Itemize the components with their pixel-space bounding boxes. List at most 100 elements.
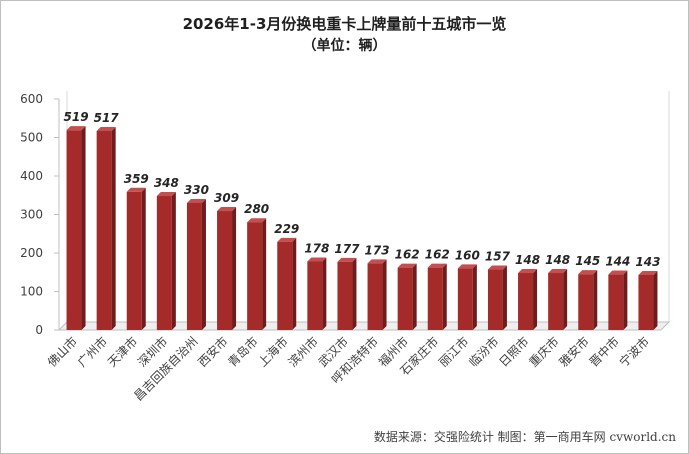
bar-side [171, 192, 176, 330]
bar [518, 273, 534, 330]
bar-group [427, 263, 447, 330]
bar [638, 274, 654, 330]
bar-group [156, 192, 176, 330]
bar [548, 273, 564, 330]
bar-group [217, 207, 237, 330]
y-tick-label: 100 [20, 285, 43, 299]
data-label: 144 [605, 255, 630, 269]
bar-side [653, 270, 658, 330]
data-label: 178 [304, 241, 329, 255]
bar-group [66, 126, 86, 330]
data-label: 148 [545, 253, 570, 267]
bar-side [232, 207, 237, 330]
bar-side [141, 187, 146, 330]
bar-side [593, 270, 598, 330]
bar-top [307, 257, 327, 262]
bar-top [277, 237, 297, 242]
bar-top [247, 218, 267, 223]
bar-top [367, 259, 387, 264]
y-tick-label: 400 [20, 169, 43, 183]
y-tick-label: 600 [20, 92, 43, 106]
data-label: 145 [575, 254, 600, 268]
bar-side [382, 259, 387, 330]
bar-group [186, 198, 206, 330]
bar-group [638, 270, 658, 330]
bar [217, 211, 233, 330]
data-label: 143 [635, 255, 660, 269]
data-label: 519 [64, 110, 89, 124]
data-label: 348 [154, 176, 179, 190]
bar-group [367, 259, 387, 330]
y-tick-label: 0 [35, 323, 43, 337]
bar-side [292, 237, 297, 330]
data-label: 173 [365, 243, 390, 257]
bar-top [638, 270, 658, 275]
data-label: 157 [485, 250, 511, 264]
plot-floor [57, 321, 671, 331]
y-tick-label: 500 [20, 131, 43, 145]
x-tick-label: 滨州市 [285, 334, 321, 370]
bar-top [96, 126, 116, 131]
bar-group [518, 269, 538, 330]
bar-top [457, 264, 477, 269]
data-source-note: 数据来源：交强险统计 制图：第一商用车网 cvworld.cn [373, 430, 676, 444]
bar-group [307, 257, 327, 330]
bar [337, 261, 353, 330]
bar-side [563, 269, 568, 330]
bar-group [487, 265, 507, 330]
x-tick-label: 佛山市 [44, 334, 80, 370]
data-label: 309 [214, 191, 239, 205]
bar-side [201, 198, 206, 330]
data-label: 229 [274, 222, 299, 236]
x-tick-label: 宁波市 [616, 334, 652, 370]
bar [397, 267, 413, 330]
bar-side [322, 257, 327, 330]
bar-group [96, 126, 116, 330]
bar [608, 274, 624, 330]
bar [277, 241, 293, 330]
bar-group [277, 237, 297, 330]
bar-group [457, 264, 477, 330]
x-tick-label: 西安市 [195, 334, 231, 370]
bar-side [412, 263, 417, 330]
x-tick-label: 重庆市 [526, 334, 562, 370]
bar-side [111, 126, 116, 330]
bar-top [518, 269, 538, 274]
x-tick-label: 上海市 [255, 334, 291, 370]
x-tick-label: 广州市 [74, 334, 110, 370]
data-label: 359 [124, 172, 149, 186]
bar-side [352, 257, 357, 330]
x-tick-label: 丽江市 [435, 334, 471, 370]
bar-top [337, 257, 357, 262]
bar-group [548, 269, 568, 330]
data-label: 162 [395, 248, 420, 262]
bar [367, 263, 383, 330]
bar-side [623, 270, 628, 330]
x-tick-label: 日照市 [496, 334, 532, 370]
bar-top [578, 270, 598, 275]
bar-top [186, 198, 206, 203]
bar [66, 130, 82, 330]
x-tick-label: 雅安市 [556, 334, 592, 370]
chart-title: 2026年1-3月份换电重卡上牌量前十五城市一览 [182, 15, 507, 33]
bar [156, 196, 172, 330]
bar-top [66, 126, 86, 131]
bar-group [126, 187, 146, 330]
data-label: 330 [184, 183, 209, 197]
data-label: 160 [455, 248, 480, 262]
bar-side [472, 264, 477, 330]
y-tick-label: 200 [20, 246, 43, 260]
data-label: 162 [425, 248, 450, 262]
bar-group [608, 270, 628, 330]
bar-group [397, 263, 417, 330]
data-label: 517 [94, 111, 120, 125]
bar-top [608, 270, 628, 275]
bar-top [487, 265, 507, 270]
x-tick-label: 临汾市 [465, 334, 501, 370]
chart-subtitle: （单位：辆） [302, 38, 387, 54]
bar-group [247, 218, 267, 330]
bar [186, 202, 202, 330]
bar-top [427, 263, 447, 268]
